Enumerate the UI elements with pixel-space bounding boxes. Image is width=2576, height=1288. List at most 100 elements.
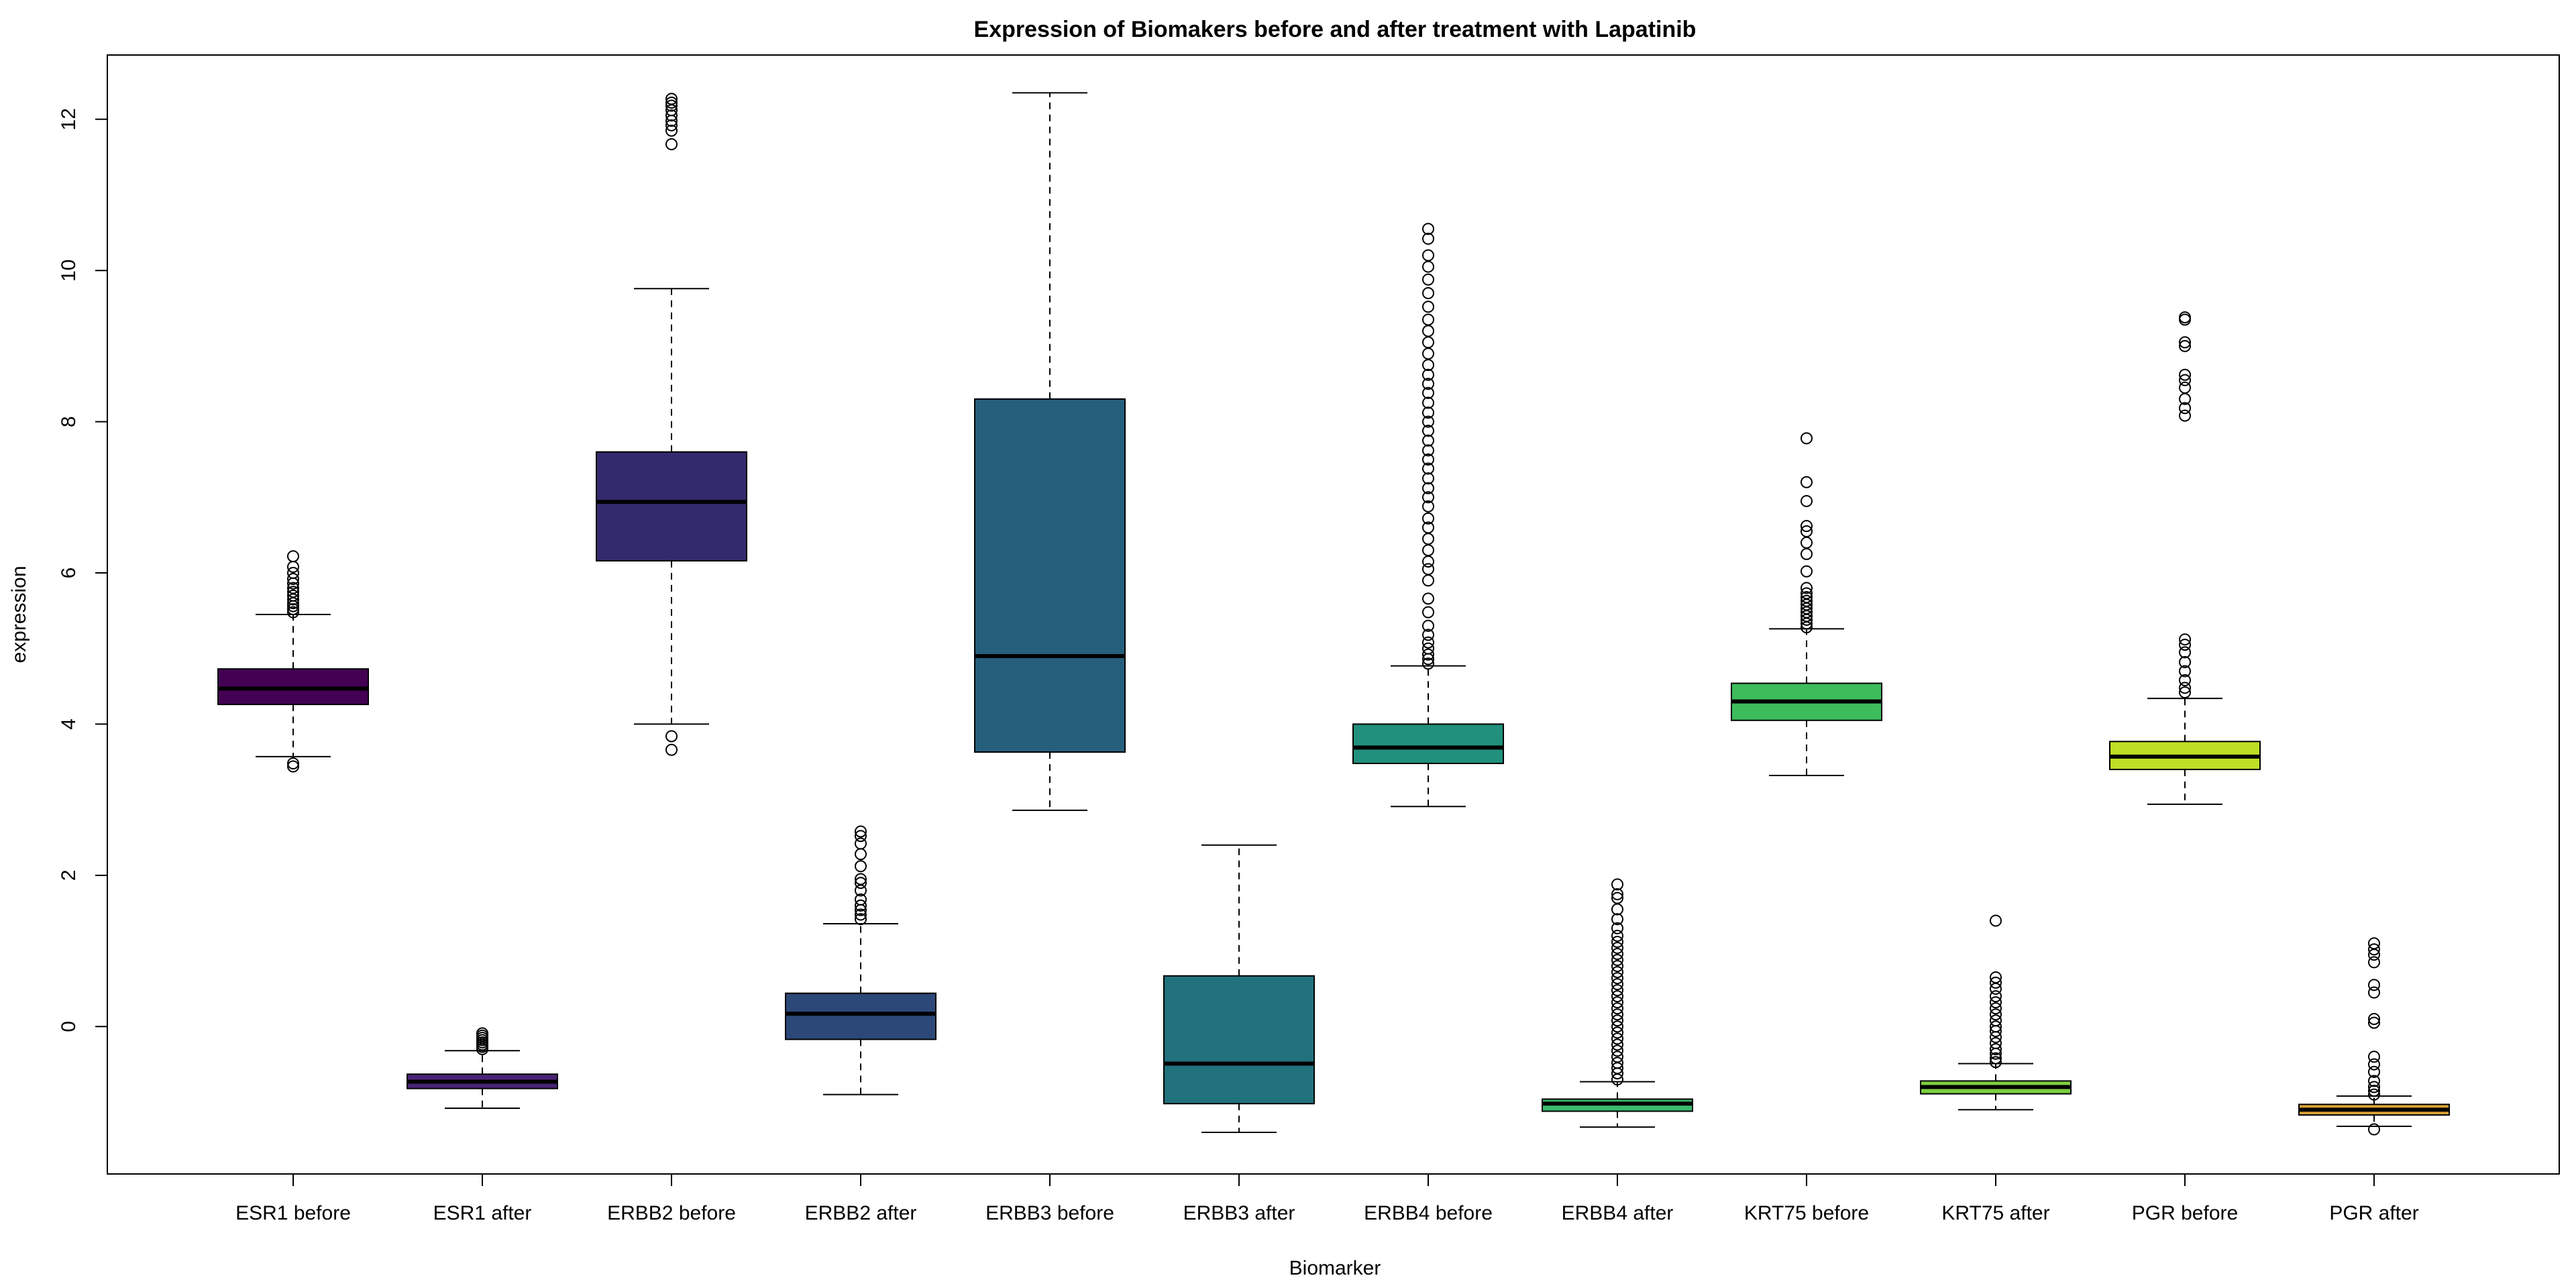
outlier-point	[1611, 1032, 1623, 1045]
outlier-point	[2179, 339, 2191, 352]
outlier-point	[287, 760, 299, 773]
box-group	[407, 1027, 558, 1109]
outlier-point	[1422, 396, 1434, 409]
outlier-point	[1422, 287, 1434, 300]
outlier-point	[1422, 642, 1434, 655]
x-tick-label: KRT75 after	[1941, 1202, 2049, 1224]
outlier-point	[2179, 409, 2191, 422]
outlier-point	[1422, 249, 1434, 262]
outlier-point	[2368, 1081, 2380, 1093]
outlier-point	[2179, 402, 2191, 415]
outlier-point	[2179, 633, 2191, 646]
box-group	[596, 93, 747, 756]
box-group	[2298, 937, 2450, 1136]
outlier-point	[1422, 386, 1434, 399]
outlier-point	[665, 743, 678, 756]
outlier-point	[1611, 929, 1623, 942]
outlier-point	[665, 138, 678, 150]
outlier-point	[2368, 986, 2380, 999]
outlier-point	[1990, 971, 2002, 983]
outlier-point	[287, 567, 299, 580]
outlier-point	[2368, 1016, 2380, 1029]
y-axis: 0 2 4 6 8 10 12	[58, 108, 108, 1032]
x-tick-label: ERBB2 after	[805, 1202, 917, 1224]
outlier-point	[476, 1027, 488, 1040]
outlier-point	[665, 730, 678, 743]
box-group	[974, 92, 1126, 811]
y-tick-label: 2	[58, 869, 80, 881]
outlier-point	[1611, 978, 1623, 991]
outlier-point	[1990, 976, 2002, 989]
outlier-point	[2179, 674, 2191, 687]
outlier-point	[665, 119, 678, 131]
outlier-point	[665, 97, 678, 109]
outlier-point	[2179, 639, 2191, 651]
outlier-point	[1990, 1052, 2002, 1065]
outlier-point	[1422, 606, 1434, 619]
outlier-point	[1422, 512, 1434, 525]
outlier-point	[1422, 462, 1434, 475]
outlier-point	[2179, 656, 2191, 669]
outlier-point	[1611, 1020, 1623, 1033]
outlier-point	[1611, 878, 1623, 891]
x-tick-label: ERBB4 before	[1364, 1202, 1493, 1224]
outlier-point	[855, 873, 867, 885]
outlier-point	[1611, 942, 1623, 955]
outlier-point	[1990, 1043, 2002, 1056]
y-tick-label: 8	[58, 416, 80, 427]
boxes-layer	[217, 92, 2450, 1136]
outlier-point	[1990, 1008, 2002, 1021]
outlier-point	[1611, 1057, 1623, 1069]
outlier-point	[287, 586, 299, 598]
outlier-point	[1611, 1014, 1623, 1027]
outlier-point	[2179, 311, 2191, 324]
outlier-point	[1422, 232, 1434, 245]
outlier-point	[2368, 1065, 2380, 1078]
outlier-point	[1990, 1002, 2002, 1015]
outlier-point	[287, 550, 299, 563]
outlier-point	[1422, 521, 1434, 534]
outlier-point	[665, 124, 678, 137]
outlier-point	[287, 573, 299, 586]
outlier-point	[2179, 336, 2191, 349]
outlier-point	[2368, 943, 2380, 956]
outlier-point	[855, 860, 867, 873]
outlier-point	[1422, 301, 1434, 313]
outlier-point	[1990, 1037, 2002, 1050]
x-tick-label: ESR1 after	[433, 1202, 532, 1224]
outlier-point	[1801, 494, 1813, 507]
outlier-point	[855, 899, 867, 912]
outlier-point	[1422, 500, 1434, 513]
outlier-point	[1801, 594, 1813, 607]
outlier-point	[1422, 472, 1434, 485]
outlier-point	[1611, 996, 1623, 1009]
outlier-point	[1990, 1020, 2002, 1033]
outlier-point	[1801, 587, 1813, 600]
outlier-point	[1422, 378, 1434, 390]
box-group	[1352, 223, 1504, 808]
outlier-point	[1801, 520, 1813, 533]
chart-title: Expression of Biomakers before and after…	[974, 17, 1697, 42]
outlier-point	[2368, 1123, 2380, 1136]
box-iqr	[974, 398, 1126, 753]
outlier-point	[287, 589, 299, 602]
outlier-point	[2179, 381, 2191, 394]
outlier-point	[287, 582, 299, 594]
outlier-point	[2368, 1088, 2380, 1101]
outlier-point	[1801, 525, 1813, 538]
outlier-point	[1611, 1008, 1623, 1021]
outlier-point	[1422, 491, 1434, 504]
outlier-point	[1611, 1026, 1623, 1039]
outlier-point	[1422, 273, 1434, 286]
outlier-point	[1422, 636, 1434, 649]
outlier-point	[1422, 407, 1434, 419]
x-axis-label: Biomarker	[1289, 1257, 1381, 1279]
outlier-point	[855, 913, 867, 926]
x-tick-label: ERBB3 after	[1183, 1202, 1295, 1224]
x-tick-label: PGR after	[2329, 1202, 2418, 1224]
outlier-point	[1422, 223, 1434, 235]
outlier-point	[1422, 648, 1434, 661]
outlier-point	[1611, 892, 1623, 904]
outlier-point	[1611, 972, 1623, 985]
outlier-point	[2368, 1075, 2380, 1087]
